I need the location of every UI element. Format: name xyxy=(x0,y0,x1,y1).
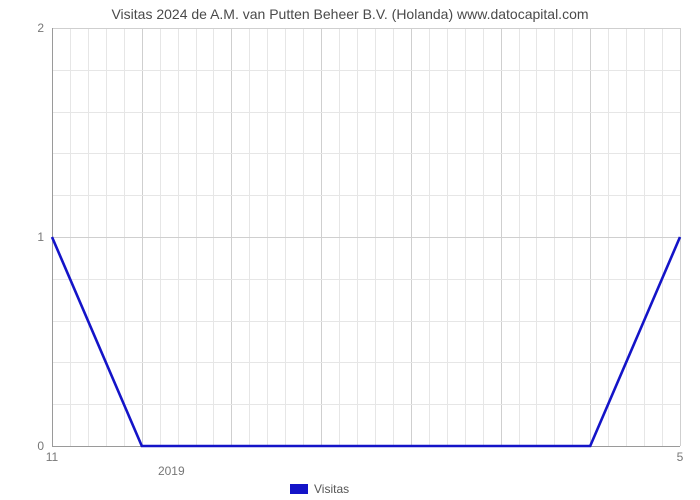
y-tick-label: 1 xyxy=(37,230,44,244)
chart-title: Visitas 2024 de A.M. van Putten Beheer B… xyxy=(0,6,700,22)
legend-swatch xyxy=(290,484,308,494)
y-tick-label: 2 xyxy=(37,21,44,35)
x-tick-label-right: 5 xyxy=(677,450,684,464)
grid-line-vertical-major xyxy=(680,28,681,446)
legend-label: Visitas xyxy=(314,482,349,496)
series-line xyxy=(52,237,680,446)
x-tick-label-mid: 2019 xyxy=(158,464,185,478)
plot-area xyxy=(52,28,680,446)
x-tick-label-left: 11 xyxy=(46,450,58,464)
series-line-layer xyxy=(52,28,680,446)
y-tick-label: 0 xyxy=(37,439,44,453)
chart-container: { "chart": { "type": "line", "title": "V… xyxy=(0,0,700,500)
legend: Visitas xyxy=(290,482,349,496)
